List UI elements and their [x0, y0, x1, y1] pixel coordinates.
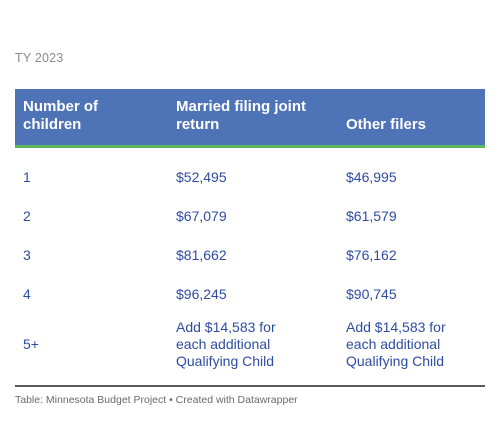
cell-line: each additional — [176, 335, 271, 352]
table-row: 5+ Add $14,583 for each additional Quali… — [15, 313, 485, 375]
cell-married: $67,079 — [176, 207, 227, 224]
cell-other: $90,745 — [346, 285, 397, 302]
cell-other: $76,162 — [346, 246, 397, 263]
cell-line: Add $14,583 for — [346, 318, 446, 335]
table-row: 4 $96,245 $90,745 — [15, 274, 485, 313]
table-row: 1 $52,495 $46,995 — [15, 157, 485, 196]
cell-other: $46,995 — [346, 168, 397, 185]
table-row: 3 $81,662 $76,162 — [15, 235, 485, 274]
cell-married: $81,662 — [176, 246, 227, 263]
cell-children: 3 — [23, 246, 31, 263]
cell-married: Add $14,583 for each additional Qualifyi… — [168, 319, 338, 370]
header-number-of-children: Number of children — [15, 89, 168, 145]
cell-line: Add $14,583 for — [176, 318, 276, 335]
header-other-filers: Other filers — [338, 89, 485, 145]
cell-married: $96,245 — [176, 285, 227, 302]
cell-married: $52,495 — [176, 168, 227, 185]
table-bottom-rule — [15, 375, 485, 387]
cell-line: each additional — [346, 335, 441, 352]
header-married-filing-joint: Married filing joint return — [168, 89, 338, 145]
cell-children: 1 — [23, 168, 31, 185]
income-limits-table: Number of children Married filing joint … — [15, 89, 485, 387]
cell-children: 5+ — [23, 335, 39, 352]
header-line: Other filers — [346, 116, 427, 133]
table-body: 1 $52,495 $46,995 2 $67,079 $61,579 3 $8… — [15, 157, 485, 375]
header-line: Married filing joint — [176, 98, 306, 115]
table-header: Number of children Married filing joint … — [15, 89, 485, 148]
table-row: 2 $67,079 $61,579 — [15, 196, 485, 235]
table-subtitle: TY 2023 — [15, 51, 64, 65]
header-line: children — [23, 116, 82, 133]
cell-other: Add $14,583 for each additional Qualifyi… — [338, 319, 485, 370]
table-footer-credit: Table: Minnesota Budget Project • Create… — [15, 394, 298, 406]
cell-other: $61,579 — [346, 207, 397, 224]
cell-children: 2 — [23, 207, 31, 224]
header-line: return — [176, 116, 220, 133]
cell-line: Qualifying Child — [176, 352, 275, 369]
header-line: Number of — [23, 98, 98, 115]
cell-line: Qualifying Child — [346, 352, 445, 369]
cell-children: 4 — [23, 285, 31, 302]
